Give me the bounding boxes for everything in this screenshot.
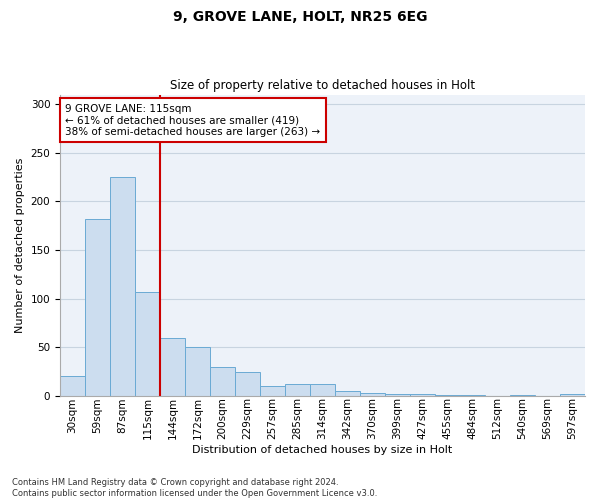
Bar	[385, 394, 410, 396]
Bar	[510, 395, 535, 396]
Bar	[335, 391, 360, 396]
Text: 9 GROVE LANE: 115sqm
← 61% of detached houses are smaller (419)
38% of semi-deta: 9 GROVE LANE: 115sqm ← 61% of detached h…	[65, 104, 320, 137]
Bar	[160, 338, 185, 396]
Bar	[210, 367, 235, 396]
Bar	[410, 394, 435, 396]
Bar	[185, 348, 210, 396]
Bar	[560, 394, 585, 396]
Bar	[285, 384, 310, 396]
Bar	[60, 376, 85, 396]
Title: Size of property relative to detached houses in Holt: Size of property relative to detached ho…	[170, 79, 475, 92]
Bar	[135, 292, 160, 396]
X-axis label: Distribution of detached houses by size in Holt: Distribution of detached houses by size …	[193, 445, 452, 455]
Bar	[435, 395, 460, 396]
Bar	[85, 219, 110, 396]
Bar	[360, 393, 385, 396]
Bar	[110, 177, 135, 396]
Text: 9, GROVE LANE, HOLT, NR25 6EG: 9, GROVE LANE, HOLT, NR25 6EG	[173, 10, 427, 24]
Y-axis label: Number of detached properties: Number of detached properties	[15, 158, 25, 333]
Text: Contains HM Land Registry data © Crown copyright and database right 2024.
Contai: Contains HM Land Registry data © Crown c…	[12, 478, 377, 498]
Bar	[260, 386, 285, 396]
Bar	[235, 372, 260, 396]
Bar	[310, 384, 335, 396]
Bar	[460, 395, 485, 396]
